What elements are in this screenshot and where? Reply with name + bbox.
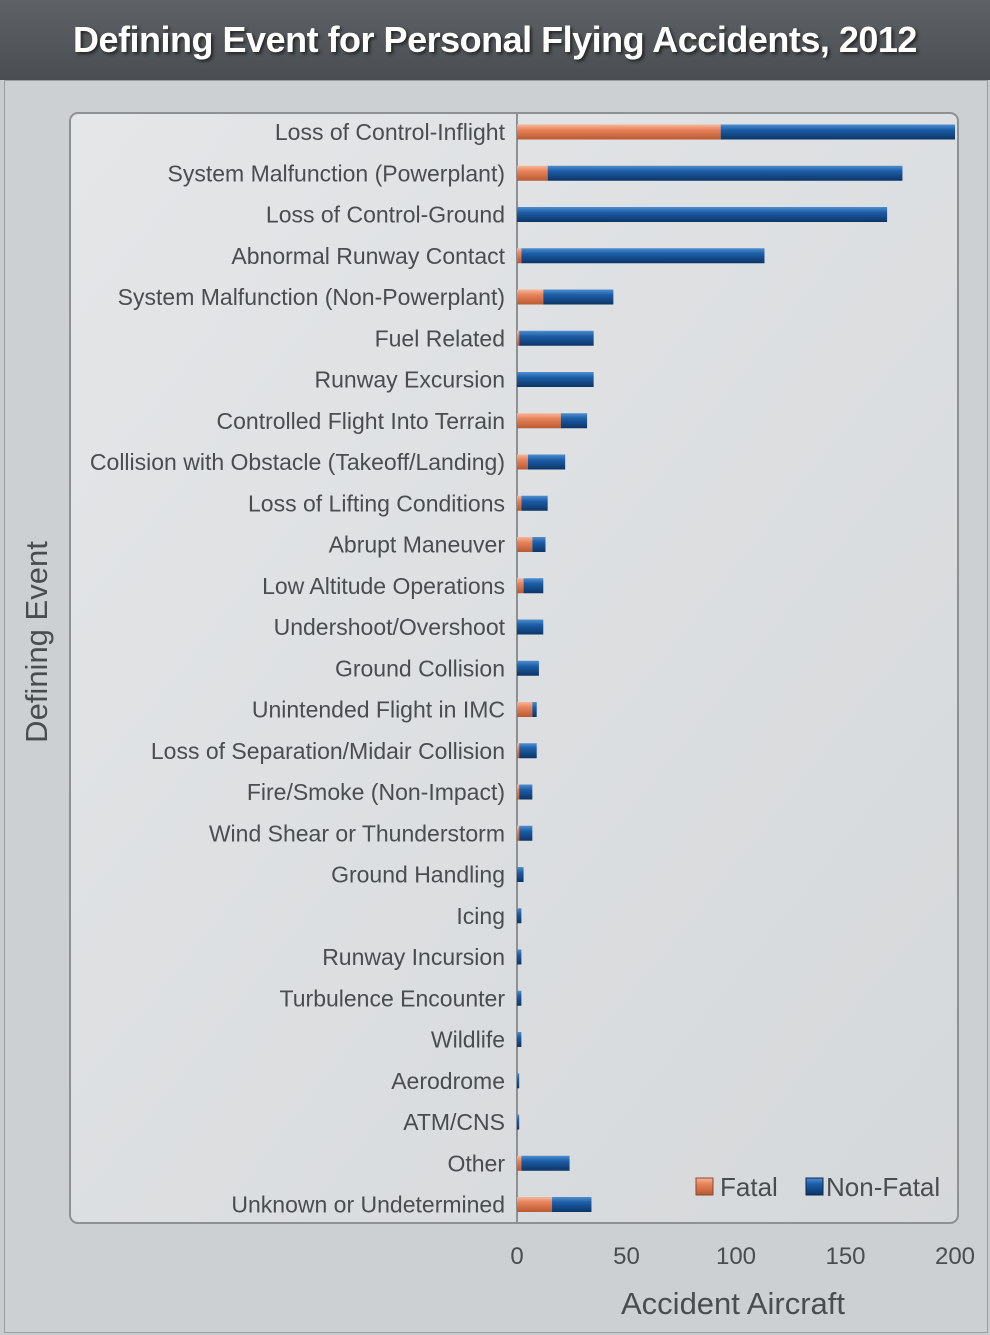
x-tick-label: 200 bbox=[935, 1243, 975, 1270]
bar-non-fatal bbox=[517, 372, 594, 387]
category-label: Fuel Related bbox=[375, 325, 505, 351]
bar-non-fatal bbox=[519, 743, 537, 759]
bar-non-fatal bbox=[521, 1155, 570, 1171]
category-label: Loss of Control-Inflight bbox=[275, 119, 506, 145]
bar-non-fatal bbox=[517, 1114, 520, 1130]
category-label: Controlled Flight Into Terrain bbox=[217, 408, 506, 434]
bar-fatal bbox=[517, 413, 561, 429]
category-label: Wind Shear or Thunderstorm bbox=[209, 820, 505, 846]
bar-fatal bbox=[517, 495, 522, 511]
bar-non-fatal bbox=[517, 908, 522, 924]
category-label: Fire/Smoke (Non-Impact) bbox=[247, 779, 505, 805]
category-label: Ground Collision bbox=[335, 655, 505, 681]
category-label: Loss of Separation/Midair Collision bbox=[151, 738, 505, 764]
title-bar: Defining Event for Personal Flying Accid… bbox=[0, 0, 990, 80]
category-label: Abrupt Maneuver bbox=[329, 532, 506, 558]
bar-non-fatal bbox=[552, 1197, 592, 1212]
legend-label-non-fatal: Non-Fatal bbox=[826, 1172, 940, 1202]
category-label: Runway Incursion bbox=[322, 944, 505, 970]
bar-non-fatal bbox=[547, 165, 903, 181]
bar-non-fatal bbox=[521, 248, 765, 264]
bar-non-fatal bbox=[517, 1073, 520, 1089]
category-label: System Malfunction (Powerplant) bbox=[168, 160, 505, 186]
category-label: Icing bbox=[456, 903, 505, 929]
category-label: Loss of Control-Ground bbox=[266, 202, 505, 228]
category-label: Low Altitude Operations bbox=[262, 573, 505, 599]
category-label: Other bbox=[447, 1150, 505, 1176]
category-label: Loss of Lifting Conditions bbox=[248, 490, 505, 516]
bar-fatal bbox=[517, 578, 524, 594]
category-label: Aerodrome bbox=[391, 1068, 505, 1094]
bar-fatal bbox=[517, 124, 721, 140]
bar-fatal bbox=[517, 454, 528, 470]
bar-non-fatal bbox=[720, 124, 955, 140]
bar-non-fatal bbox=[517, 949, 522, 965]
bar-fatal bbox=[517, 289, 544, 305]
bar-non-fatal bbox=[517, 660, 539, 676]
bar-fatal bbox=[517, 330, 520, 346]
legend-swatch-non-fatal bbox=[805, 1177, 824, 1196]
bar-fatal bbox=[517, 1197, 553, 1212]
bar-non-fatal bbox=[543, 289, 614, 305]
bar-fatal bbox=[517, 165, 548, 181]
bar-non-fatal bbox=[560, 413, 588, 429]
bar-fatal bbox=[517, 784, 520, 800]
chart-title: Defining Event for Personal Flying Accid… bbox=[73, 19, 917, 60]
category-label: System Malfunction (Non-Powerplant) bbox=[118, 284, 505, 310]
bar-non-fatal bbox=[519, 784, 533, 800]
bar-non-fatal bbox=[517, 207, 888, 222]
bar-non-fatal bbox=[532, 537, 546, 552]
category-label: Runway Excursion bbox=[315, 367, 505, 393]
category-label: Turbulence Encounter bbox=[280, 985, 506, 1011]
x-tick-label: 150 bbox=[825, 1243, 865, 1270]
plot-area bbox=[69, 112, 959, 1224]
category-label: Unintended Flight in IMC bbox=[252, 697, 505, 723]
bar-non-fatal bbox=[532, 702, 537, 717]
bar-non-fatal bbox=[527, 454, 566, 470]
x-tick-label: 100 bbox=[716, 1243, 756, 1270]
category-label: Unknown or Undetermined bbox=[231, 1192, 505, 1218]
category-label: Ground Handling bbox=[331, 862, 505, 888]
legend-swatch-fatal bbox=[695, 1177, 714, 1196]
bar-non-fatal bbox=[521, 495, 548, 511]
category-label: Undershoot/Overshoot bbox=[274, 614, 506, 640]
bar-non-fatal bbox=[517, 867, 524, 882]
x-tick-label: 0 bbox=[510, 1243, 523, 1270]
category-label: Collision with Obstacle (Takeoff/Landing… bbox=[90, 449, 505, 475]
bar-fatal bbox=[517, 702, 533, 717]
bar-fatal bbox=[517, 825, 520, 841]
bar-non-fatal bbox=[519, 825, 533, 841]
legend-label-fatal: Fatal bbox=[720, 1172, 778, 1202]
y-axis-title: Defining Event bbox=[19, 541, 54, 743]
bar-non-fatal bbox=[517, 1032, 522, 1047]
category-label: Wildlife bbox=[431, 1027, 505, 1053]
x-axis-title: Accident Aircraft bbox=[621, 1286, 845, 1321]
bar-non-fatal bbox=[517, 990, 522, 1006]
bar-fatal bbox=[517, 1155, 522, 1171]
bar-fatal bbox=[517, 248, 522, 264]
category-label: ATM/CNS bbox=[403, 1109, 505, 1135]
bar-fatal bbox=[517, 743, 520, 759]
category-label: Abnormal Runway Contact bbox=[231, 243, 505, 269]
bar-non-fatal bbox=[517, 619, 544, 635]
bar-non-fatal bbox=[523, 578, 544, 594]
bar-non-fatal bbox=[519, 330, 594, 346]
bar-fatal bbox=[517, 537, 533, 552]
x-tick-label: 50 bbox=[613, 1243, 640, 1270]
